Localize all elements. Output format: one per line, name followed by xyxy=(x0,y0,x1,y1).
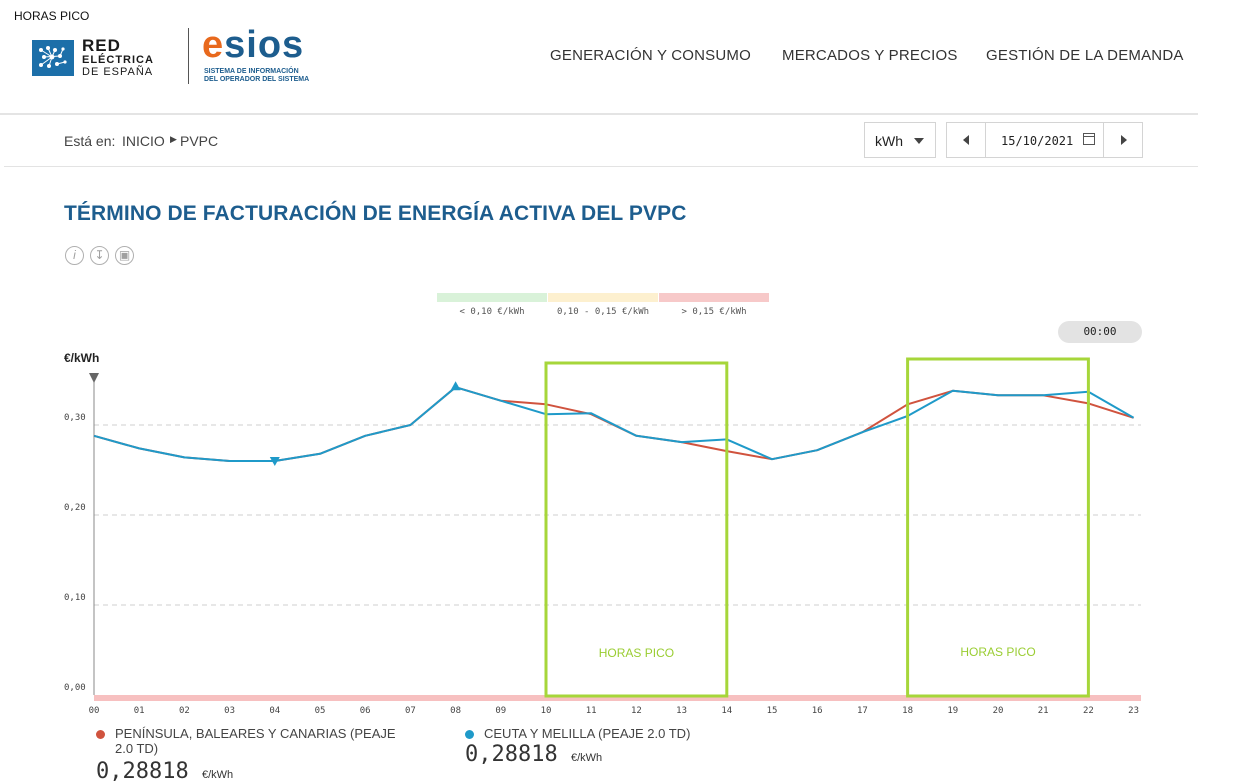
esios-wordmark: esios xyxy=(202,24,304,67)
x-tick-label: 19 xyxy=(947,706,958,716)
ree-line-3: DE ESPAÑA xyxy=(82,66,154,78)
x-tick-label: 04 xyxy=(269,706,280,716)
breadcrumb-bar: Está en: INICIO ▶ PVPC kWh 15/10/2021 xyxy=(4,115,1198,167)
previous-day-button[interactable] xyxy=(947,123,986,157)
unit-select[interactable]: kWh xyxy=(864,122,936,158)
nav-mercados-precios[interactable]: MERCADOS Y PRECIOS xyxy=(782,47,958,64)
nav-gestion-demanda[interactable]: GESTIÓN DE LA DEMANDA xyxy=(986,47,1184,64)
legend-label-ceuta: CEUTA Y MELILLA (PEAJE 2.0 TD) xyxy=(484,726,691,741)
calendar-icon[interactable] xyxy=(1083,133,1095,145)
price-band-mid xyxy=(548,293,658,302)
x-tick-label: 14 xyxy=(721,706,732,716)
esios-sub-1: SISTEMA DE INFORMACIÓN xyxy=(204,68,299,75)
esios-subtitle: SISTEMA DE INFORMACIÓN DEL OPERADOR DEL … xyxy=(204,68,309,84)
esios-logo[interactable]: esios SISTEMA DE INFORMACIÓN DEL OPERADO… xyxy=(202,24,332,88)
x-tick-label: 11 xyxy=(586,706,597,716)
ree-logo-icon xyxy=(32,40,74,76)
info-icon[interactable]: i xyxy=(65,246,84,265)
annotation-title: HORAS PICO xyxy=(14,9,90,23)
ree-logo[interactable]: RED ELÉCTRICA DE ESPAÑA xyxy=(32,36,172,80)
next-day-button[interactable] xyxy=(1103,123,1142,157)
arrow-left-icon xyxy=(963,135,969,145)
min-marker-icon xyxy=(269,457,280,466)
x-tick-label: 07 xyxy=(405,706,416,716)
date-input[interactable]: 15/10/2021 xyxy=(1001,134,1074,148)
x-tick-label: 03 xyxy=(224,706,235,716)
esios-sub-2: DEL OPERADOR DEL SISTEMA xyxy=(204,76,310,83)
x-tick-label: 20 xyxy=(993,706,1004,716)
x-tick-label: 10 xyxy=(541,706,552,716)
arrow-right-icon xyxy=(1121,135,1127,145)
y-tick-label: 0,00 xyxy=(64,683,86,693)
legend-value-peninsula-number: 0,28818 xyxy=(96,759,189,784)
x-tick-label: 09 xyxy=(495,706,506,716)
time-indicator[interactable]: 00:00 xyxy=(1058,321,1142,343)
x-tick-label: 02 xyxy=(179,706,190,716)
price-band-mid-label: 0,10 - 0,15 €/kWh xyxy=(556,307,650,317)
x-tick-label: 06 xyxy=(360,706,371,716)
series-line-ceuta xyxy=(93,386,1135,462)
legend-label-peninsula: PENÍNSULA, BALEARES Y CANARIAS (PEAJE 2.… xyxy=(115,726,396,756)
x-tick-label: 23 xyxy=(1128,706,1139,716)
x-tick-label: 13 xyxy=(676,706,687,716)
price-band-high xyxy=(659,293,769,302)
y-axis-label: €/kWh xyxy=(64,351,99,365)
ree-line-1: RED xyxy=(82,36,121,55)
x-tick-label: 17 xyxy=(857,706,868,716)
x-tick-label: 16 xyxy=(812,706,823,716)
unit-select-value: kWh xyxy=(875,133,903,149)
peak-hours-box-1 xyxy=(544,361,729,698)
y-tick-label: 0,10 xyxy=(64,593,86,603)
legend-value-ceuta-unit: €/kWh xyxy=(570,752,603,764)
ree-logo-text: RED ELÉCTRICA DE ESPAÑA xyxy=(82,36,154,78)
y-tick-label: 0,30 xyxy=(64,413,86,423)
legend-dot-peninsula xyxy=(96,730,105,739)
esios-e: e xyxy=(202,24,225,66)
x-tick-label: 18 xyxy=(902,706,913,716)
esios-rest: sios xyxy=(224,24,305,66)
logo-divider xyxy=(188,28,189,84)
x-tick-label: 00 xyxy=(89,706,100,716)
price-band-low-label: < 0,10 €/kWh xyxy=(459,307,525,317)
y-axis-cursor-icon xyxy=(89,373,99,383)
x-tick-label: 21 xyxy=(1038,706,1049,716)
legend-value-peninsula-unit: €/kWh xyxy=(201,769,234,781)
x-axis-baseline xyxy=(94,695,1141,701)
x-tick-label: 08 xyxy=(450,706,461,716)
export-icon[interactable]: ▣ xyxy=(115,246,134,265)
date-picker: 15/10/2021 xyxy=(946,122,1143,158)
x-tick-label: 05 xyxy=(315,706,326,716)
ree-line-2: ELÉCTRICA xyxy=(82,54,154,66)
max-marker-icon xyxy=(450,381,461,391)
legend-value-ceuta: 0,28818 €/kWh xyxy=(465,742,602,767)
legend-value-peninsula: 0,28818 €/kWh xyxy=(96,759,233,784)
breadcrumb-current: PVPC xyxy=(180,133,219,149)
x-tick-label: 12 xyxy=(631,706,642,716)
peak-hours-label-2: HORAS PICO xyxy=(960,645,1035,659)
nav-generacion-consumo[interactable]: GENERACIÓN Y CONSUMO xyxy=(550,47,751,64)
page-title: TÉRMINO DE FACTURACIÓN DE ENERGÍA ACTIVA… xyxy=(64,202,687,225)
x-tick-label: 01 xyxy=(134,706,145,716)
y-tick-label: 0,20 xyxy=(64,503,86,513)
price-band-low xyxy=(437,293,547,302)
download-icon[interactable]: ↧ xyxy=(90,246,109,265)
legend-value-ceuta-number: 0,28818 xyxy=(465,742,558,767)
x-tick-label: 22 xyxy=(1083,706,1094,716)
peak-hours-box-2 xyxy=(906,357,1090,698)
x-tick-label: 15 xyxy=(767,706,778,716)
price-band-high-label: > 0,15 €/kWh xyxy=(681,307,747,317)
breadcrumb-separator-icon: ▶ xyxy=(170,134,177,144)
breadcrumb-home-link[interactable]: INICIO xyxy=(122,133,165,149)
legend-dot-ceuta xyxy=(465,730,474,739)
site-header: RED ELÉCTRICA DE ESPAÑA esios SISTEMA DE… xyxy=(0,0,1198,115)
breadcrumb-label: Está en: xyxy=(64,133,116,149)
peak-hours-label-1: HORAS PICO xyxy=(599,646,674,660)
chevron-down-icon xyxy=(914,138,924,144)
